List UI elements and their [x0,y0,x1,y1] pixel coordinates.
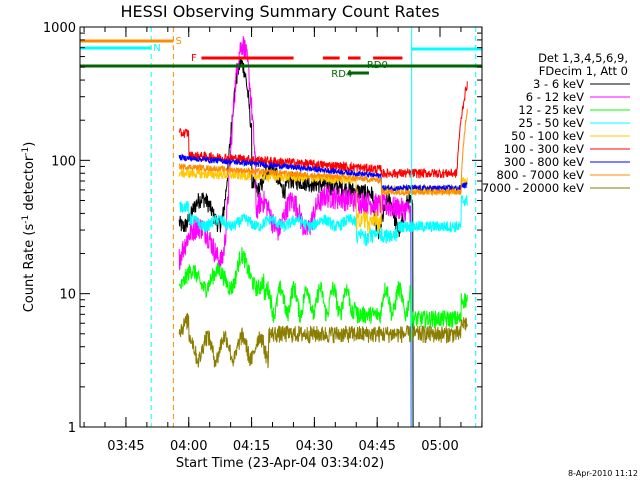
legend-label-8: 7000 - 20000 keV [482,181,584,195]
x-tick-label: 04:00 [170,439,207,454]
series-line-3 [178,194,468,247]
series-line-0 [178,58,468,428]
legend-label-4: 50 - 100 keV [511,129,584,143]
flag-label-RD4: RD4 [331,69,352,80]
series-line-8 [178,312,468,369]
series-line-2 [178,247,468,329]
y-axis-title-mid: detector [22,155,37,215]
legend-label-3: 25 - 50 keV [518,116,584,130]
legend-header-0: Det 1,3,4,5,6,9, [538,51,628,65]
legend-label-6: 300 - 800 keV [504,155,584,169]
plot-area: S N F RD0 RD4 [80,27,482,428]
x-tick-label: 05:00 [421,439,458,454]
y-axis-title-main: Count Rate (s [22,224,37,313]
series-line-7 [178,108,468,197]
y-tick-label: 10 [59,288,76,303]
timestamp: 8-Apr-2010 11:12 [568,469,638,478]
legend-label-2: 12 - 25 keV [518,103,584,117]
series-line-6 [178,153,468,193]
series-line-5 [178,81,468,179]
y-axis-title-end: ) [22,142,37,147]
x-axis: 03:45 04:00 04:15 04:30 04:45 05:00 [83,27,483,454]
flag-label-F: F [191,53,197,64]
y-axis-title-sup1: -1 [21,215,31,224]
legend-header-1: FDecim 1, Att 0 [539,64,628,78]
legend: Det 1,3,4,5,6,9,FDecim 1, Att 03 - 6 keV… [482,51,630,195]
x-tick-label: 04:30 [296,439,333,454]
chart-title: HESSI Observing Summary Count Rates [120,2,439,21]
y-axis: 1 10 100 1000 [43,21,482,436]
x-tick-label: 04:15 [233,439,270,454]
y-axis-title: Count Rate (s-1 detector-1) [21,142,37,313]
legend-label-7: 800 - 7000 keV [496,168,584,182]
legend-label-5: 100 - 300 keV [504,142,584,156]
legend-label-0: 3 - 6 keV [533,77,584,91]
flag-label-RD0: RD0 [367,60,388,71]
x-tick-label: 04:45 [358,439,395,454]
legend-label-1: 6 - 12 keV [526,90,584,104]
flag-label-S: S [175,36,181,47]
flag-label-N: N [153,43,160,54]
plot-frame [79,26,483,428]
y-tick-label: 100 [51,154,76,169]
y-tick-label: 1 [68,421,76,436]
y-tick-label: 1000 [43,21,76,36]
x-tick-label: 03:45 [107,439,144,454]
x-axis-title: Start Time (23-Apr-04 03:34:02) [176,456,384,471]
y-axis-title-sup2: -1 [21,147,31,156]
